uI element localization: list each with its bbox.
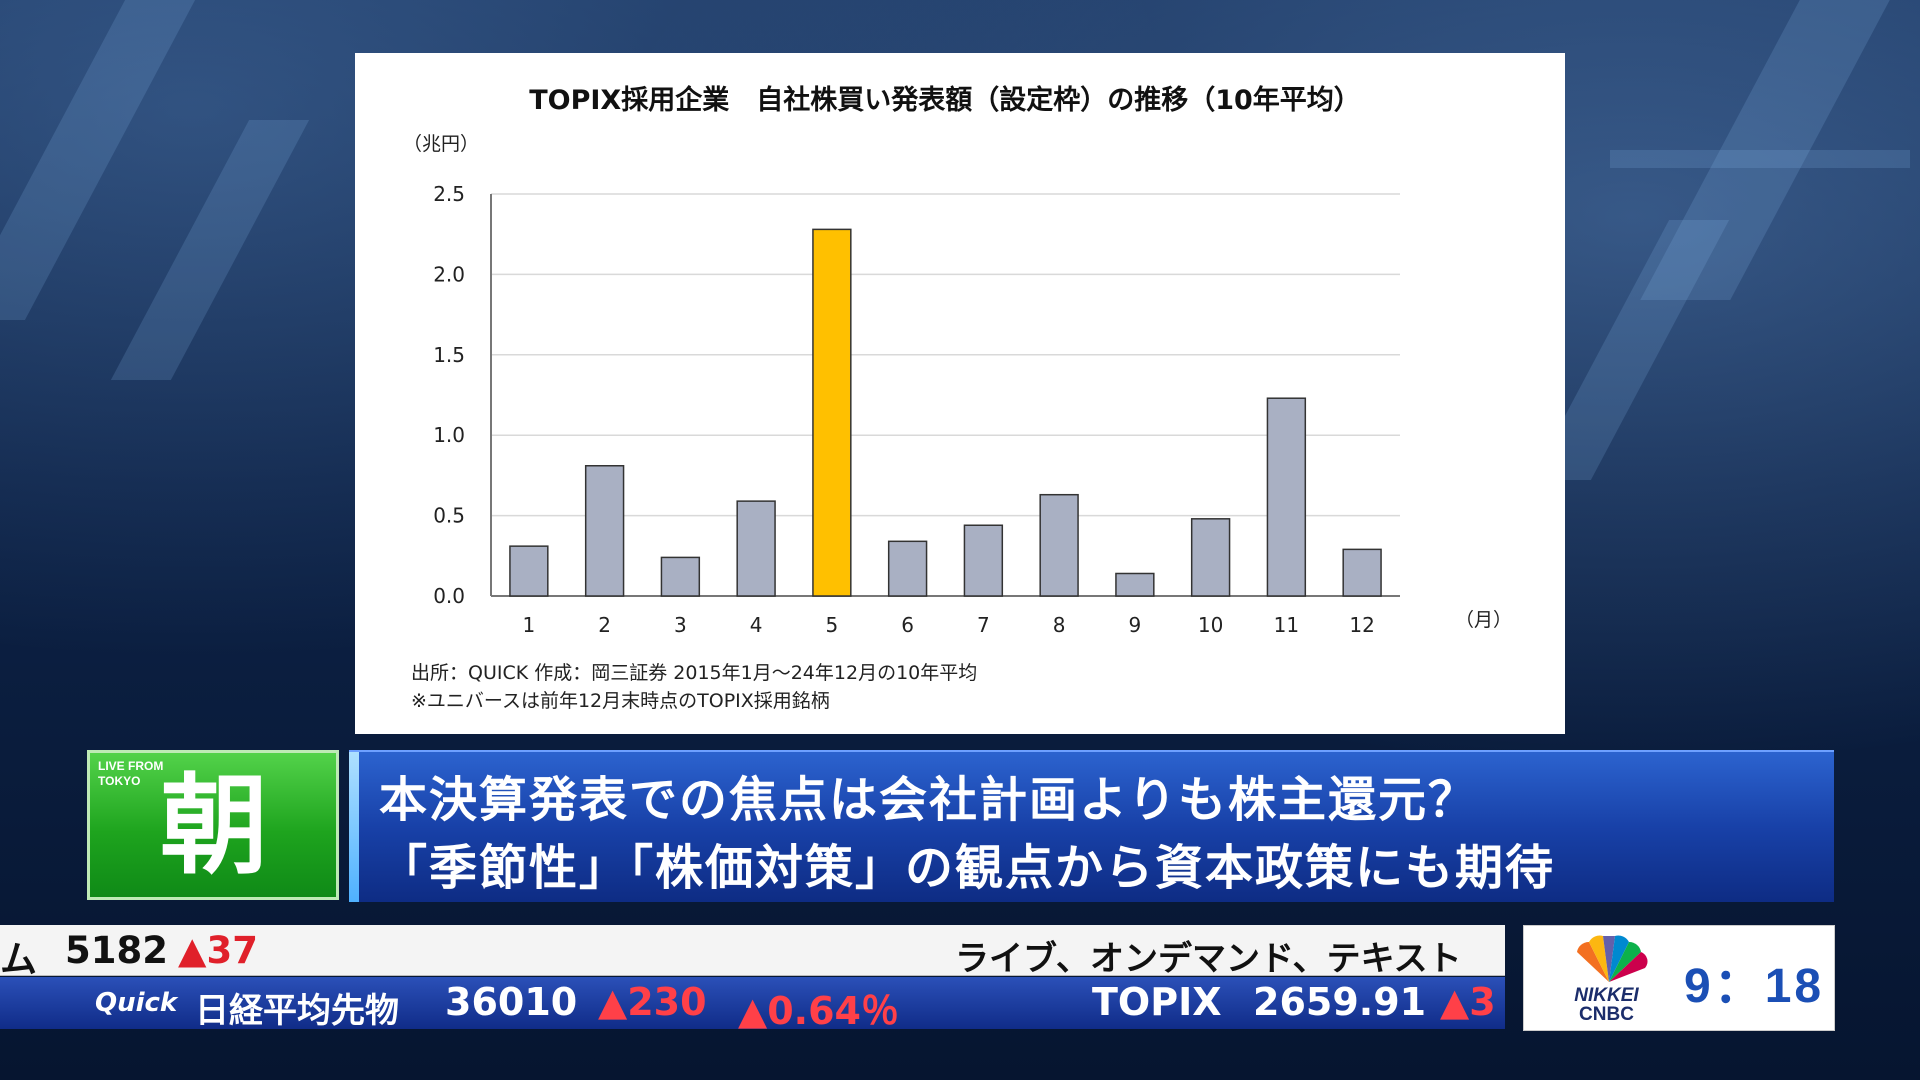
topix-change: ▲3: [1440, 980, 1496, 1024]
nikkei-futures-change: ▲230: [598, 980, 707, 1024]
ticker-promo-text: ライブ、オンデマンド、テキスト: [955, 939, 1462, 979]
bar-month-1: [509, 545, 549, 597]
program-logo: LIVE FROM TOKYO 朝: [87, 750, 339, 900]
bar-month-10: [1190, 518, 1231, 597]
brand-line-1: NIKKEI: [1574, 985, 1639, 1006]
background-stripe: [0, 0, 196, 320]
x-tick-label: 10: [1198, 613, 1223, 637]
bars: [509, 228, 1382, 597]
y-tick-label: 1.0: [433, 423, 465, 447]
brand-line-2: CNBC: [1579, 1004, 1634, 1025]
y-axis-label: （兆円）: [403, 133, 479, 155]
background-stripe: [1610, 150, 1910, 168]
program-character: 朝: [160, 764, 269, 889]
source-note: 出所：QUICK 作成：岡三証券 2015年1月～24年12月の10年平均: [411, 662, 978, 684]
universe-note: ※ユニバースは前年12月末時点のTOPIX採用銘柄: [411, 690, 830, 712]
bar-month-4: [736, 500, 776, 597]
peacock-logo-icon: [1577, 935, 1648, 982]
topix-label: TOPIX: [1092, 980, 1222, 1024]
headline-banner: 本決算発表での焦点は会社計画よりも株主還元？ 「季節性」「株価対策」の観点から資…: [349, 750, 1834, 902]
gridlines: [490, 193, 1400, 597]
bar-month-6: [887, 540, 928, 597]
y-tick-label: 0.0: [433, 584, 465, 608]
background-stripe: [110, 120, 310, 380]
live-from-tokyo-label: LIVE FROM TOKYO: [98, 759, 164, 788]
bar-month-9: [1115, 572, 1155, 597]
x-tick-label: 3: [674, 613, 687, 637]
nikkei-futures-percent: ▲0.64％: [738, 989, 899, 1033]
data-source-label: Quick: [95, 988, 178, 1018]
x-tick-label: 5: [826, 613, 839, 637]
ticker-item-change: ▲37: [178, 929, 258, 972]
bar-chart: TOPIX採用企業 自社株買い発表額（設定枠）の推移（10年平均） （兆円） （…: [403, 84, 1512, 637]
x-tick-label: 2: [598, 613, 611, 637]
headline-accent-bar: [349, 752, 359, 902]
bar-month-5: [812, 228, 852, 597]
nikkei-futures-label: 日経平均先物: [195, 991, 399, 1031]
tick-labels: 0.00.51.01.52.02.51 2 3 4 5 6 7 8 9 10 11 12: [433, 182, 1375, 637]
ticker-item-value: 5182: [65, 929, 168, 972]
chart-title: TOPIX採用企業 自社株買い発表額（設定枠）の推移（10年平均）: [529, 84, 1361, 116]
x-tick-label: 9: [1129, 613, 1142, 637]
ticker-top-bar: ム 5182 ▲37 ライブ、オンデマンド、テキスト: [0, 925, 1505, 981]
bar-month-3: [660, 556, 701, 597]
bar-month-8: [1039, 493, 1079, 597]
bar-month-12: [1342, 548, 1382, 597]
ticker-bottom-bar: Quick 日経平均先物 36010 ▲230 ▲0.64％ TOPIX 265…: [0, 977, 1505, 1033]
x-tick-label: 12: [1349, 613, 1374, 637]
y-tick-label: 2.0: [433, 262, 465, 286]
x-tick-label: 8: [1053, 613, 1066, 637]
nikkei-cnbc-logo: NIKKEI CNBC: [1554, 986, 1659, 1024]
headline-line-1: 本決算発表での焦点は会社計画よりも株主還元？: [379, 772, 1479, 828]
bar-month-2: [584, 465, 625, 597]
ticker-item-name: ム: [0, 938, 37, 981]
x-tick-label: 11: [1274, 613, 1299, 637]
bar-month-7: [963, 524, 1004, 597]
x-axis-label: （月）: [1455, 609, 1512, 631]
bar-month-11: [1266, 397, 1307, 597]
clock-time: 9：18: [1684, 960, 1825, 1013]
x-tick-label: 7: [977, 613, 990, 637]
y-tick-label: 0.5: [433, 504, 465, 528]
chart-card: TOPIX採用企業 自社株買い発表額（設定枠）の推移（10年平均） （兆円） （…: [355, 53, 1565, 734]
y-tick-label: 2.5: [433, 182, 465, 206]
topix-value: 2659.91: [1253, 980, 1427, 1024]
nikkei-futures-value: 36010: [445, 980, 578, 1024]
clock-panel: NIKKEI CNBC 9：18: [1523, 925, 1835, 1031]
x-tick-label: 6: [901, 613, 914, 637]
y-tick-label: 1.5: [433, 343, 465, 367]
headline-line-2: 「季節性」「株価対策」の観点から資本政策にも期待: [379, 840, 1556, 896]
x-tick-label: 1: [523, 613, 536, 637]
x-tick-label: 4: [750, 613, 763, 637]
